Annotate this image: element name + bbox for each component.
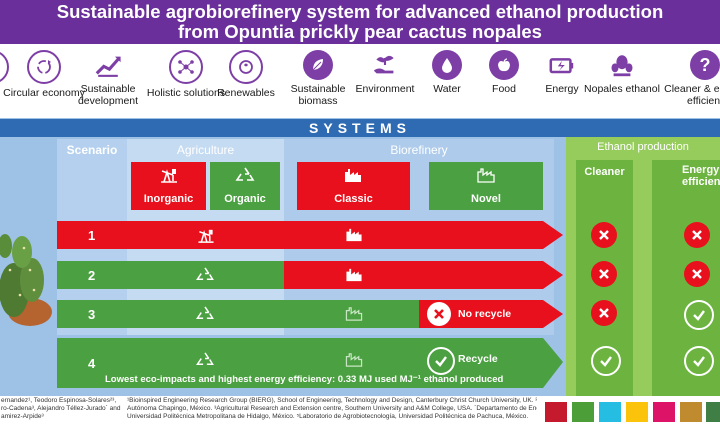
factory-icon [346,268,362,282]
scenario-1-cleaner-cross-icon [591,222,617,248]
network-icon [169,50,203,84]
icon-label: Food [492,83,516,95]
scenario-3-number: 3 [88,307,96,322]
icon-item-energy: Energy [519,50,605,95]
scenario-1-number: 1 [88,228,96,243]
icon-item-circular-economy: Circular economy [1,50,87,99]
scenario-header: Scenario [66,143,118,157]
scenario-2-number: 2 [88,268,96,283]
summary-text: Lowest eco-impacts and highest energy ef… [105,374,504,385]
affiliations-text: ¹Bioinspired Engineering Research Group … [127,397,537,420]
icon-label: Energy [545,83,579,95]
sdg-tile-icon [545,402,567,422]
icon-item-water: Water [404,50,490,95]
no-recycle-cross-icon [427,302,451,326]
icon-label: Cleaner & energy efficient [664,83,720,107]
cleaner-column [576,160,633,424]
growth-chart-icon [93,50,123,80]
icon-label: Holistic solutions [146,87,226,99]
sdg-tile-icon [626,402,648,422]
battery-icon [547,50,577,80]
apple-icon [489,50,519,80]
cactus-icon [607,50,637,80]
icon-label: Sustainable development [77,83,139,107]
ethanol-header: Ethanol production [597,141,689,153]
factory-icon [346,228,362,242]
inorganic-label: Inorganic [143,193,194,205]
renewable-icon [229,50,263,84]
oil-pump-icon [198,229,214,243]
scenario-3-cleaner-cross-icon [591,300,617,326]
biorefinery-header: Biorefinery [390,143,448,157]
organic-box: Organic [210,162,280,210]
recycle-icon [235,167,255,181]
factory-outline-icon [477,168,495,183]
icon-item-sustainable-development: Sustainable development [65,50,151,107]
title-line-2: from Opuntia prickly pear cactus nopales [178,21,542,42]
icon-item-food: Food [461,50,547,95]
icon-label: Water [433,83,461,95]
classic-box: Classic [297,162,410,210]
icon-bar: Circular economy Sustainable development… [0,44,720,118]
authors-text: ernandez¹, Teodoro Espinosa-Solares²³, r… [1,397,121,420]
icon-item-sustainable-biomass: Sustainable biomass [275,50,361,107]
scenario-4-number: 4 [88,356,96,371]
water-drop-icon [432,50,462,80]
icon-label: Nopales ethanol [584,83,660,95]
recycle-icon [196,352,214,365]
novel-box: Novel [429,162,543,210]
icon-item-partial [0,50,35,84]
title-line-1: Sustainable agrobiorefinery system for a… [56,1,664,22]
icon-label: Sustainable biomass [290,83,346,107]
icon-item-nopales-ethanol: Nopales ethanol [579,50,665,95]
scenario-4-note: Recycle [458,353,498,365]
sdg-tile-icon [706,402,720,422]
classic-label: Classic [334,193,373,205]
cleaner-header: Cleaner [584,166,625,178]
scenario-1-energy-cross-icon [684,222,710,248]
header-banner: Sustainable agrobiorefinery system for a… [0,0,720,44]
recycle-icon [196,306,214,319]
organic-label: Organic [224,193,266,205]
question-icon: ? [690,50,720,80]
icon-label: Renewables [217,87,275,99]
factory-icon [345,169,361,182]
cactus-pot-illustration [0,234,52,326]
icon-label: Circular economy [3,87,85,99]
inorganic-box: Inorganic [131,162,206,210]
factory-outline-icon [345,307,363,321]
scenario-2-energy-cross-icon [684,261,710,287]
sdg-tile-icon [572,402,594,422]
circular-arrows-icon [27,50,61,84]
hand-plant-icon [370,50,400,80]
agriculture-header: Agriculture [176,143,235,157]
recycle-check-icon [427,347,455,375]
icon-label: Environment [355,83,415,95]
scenario-2-cleaner-cross-icon [591,261,617,287]
oil-pump-icon [161,169,177,183]
leaf-icon [303,50,333,80]
scenario-3-energy-check-icon [684,300,714,330]
icon-item-holistic-solutions: Holistic solutions [143,50,229,99]
scenario-3-note: No recycle [458,308,512,320]
icon-item-environment: Environment [342,50,428,95]
scenario-4-cleaner-check-icon [591,346,621,376]
icon-item-cleaner-energy: ? Cleaner & energy efficient [655,50,720,107]
energy-column [652,160,720,424]
scenario-4-energy-check-icon [684,346,714,376]
icon-item-renewables: Renewables [203,50,289,99]
factory-outline-icon [345,353,363,367]
sdg-tile-icon [653,402,675,422]
sdg-tile-icon [599,402,621,422]
recycle-icon [196,267,214,280]
energy-header: Energy efficient [682,164,720,188]
systems-title: SYSTEMS [0,119,720,137]
sdg-tile-icon [680,402,702,422]
novel-label: Novel [471,193,501,205]
